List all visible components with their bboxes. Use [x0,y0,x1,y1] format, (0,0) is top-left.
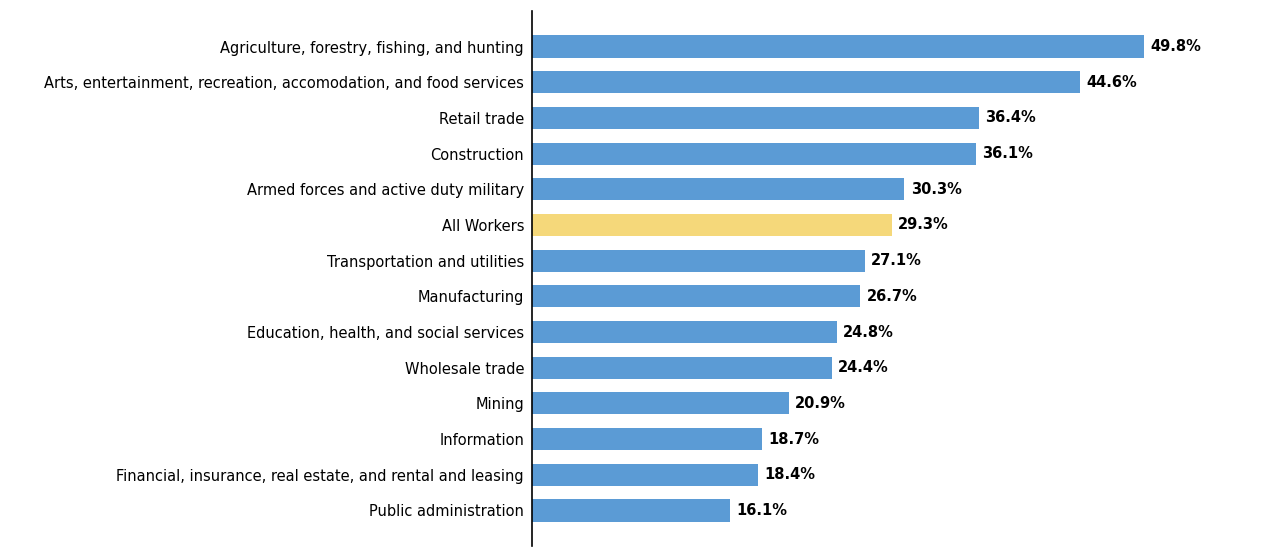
Bar [532,464,758,486]
Text: 20.9%: 20.9% [795,396,845,411]
Text: 44.6%: 44.6% [1087,75,1137,90]
Text: 36.1%: 36.1% [981,146,1033,161]
Bar [532,143,975,165]
Text: 16.1%: 16.1% [736,503,788,518]
Text: 36.4%: 36.4% [985,110,1037,125]
Bar [532,107,979,129]
Text: 29.3%: 29.3% [898,217,949,232]
Bar [532,428,762,450]
Bar [532,500,730,521]
Bar [532,178,905,201]
Bar [532,250,865,272]
Bar [532,36,1144,57]
Bar [532,71,1080,93]
Bar [532,321,837,343]
Text: 49.8%: 49.8% [1150,39,1201,54]
Text: 26.7%: 26.7% [866,289,917,304]
Text: 18.7%: 18.7% [769,432,819,447]
Bar [532,356,831,379]
Text: 24.4%: 24.4% [838,360,889,375]
Text: 18.4%: 18.4% [765,467,816,482]
Bar [532,392,789,414]
Text: 24.8%: 24.8% [843,325,894,340]
Bar [532,214,892,236]
Bar [532,285,860,307]
Text: 27.1%: 27.1% [871,253,922,268]
Text: 30.3%: 30.3% [911,182,961,197]
